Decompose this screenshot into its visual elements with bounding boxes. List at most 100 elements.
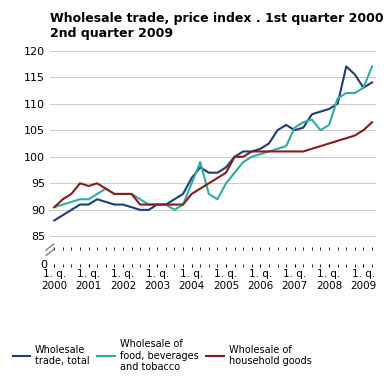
Wholesale of
household goods bbox=[86, 184, 91, 188]
Wholesale of
food, beverages
and tobacco bbox=[241, 160, 245, 164]
Wholesale of
food, beverages
and tobacco bbox=[155, 202, 160, 207]
Wholesale
trade, total bbox=[250, 149, 254, 154]
Wholesale of
household goods bbox=[103, 186, 108, 191]
Wholesale
trade, total bbox=[181, 192, 185, 196]
Wholesale
trade, total bbox=[361, 86, 366, 90]
Wholesale
trade, total bbox=[344, 64, 349, 69]
Wholesale of
food, beverages
and tobacco bbox=[327, 123, 331, 127]
Wholesale
trade, total bbox=[266, 141, 271, 146]
Wholesale
trade, total bbox=[310, 112, 314, 116]
Wholesale of
household goods bbox=[258, 149, 263, 154]
Wholesale of
household goods bbox=[172, 202, 177, 207]
Wholesale of
household goods bbox=[370, 120, 374, 124]
Line: Wholesale
trade, total: Wholesale trade, total bbox=[54, 66, 372, 221]
Wholesale of
household goods bbox=[146, 202, 151, 207]
Wholesale of
food, beverages
and tobacco bbox=[78, 197, 82, 201]
Wholesale
trade, total bbox=[370, 80, 374, 85]
Wholesale of
food, beverages
and tobacco bbox=[112, 192, 117, 196]
Wholesale of
food, beverages
and tobacco bbox=[103, 186, 108, 191]
Wholesale of
food, beverages
and tobacco bbox=[232, 170, 237, 175]
Wholesale of
household goods bbox=[241, 155, 245, 159]
Wholesale of
food, beverages
and tobacco bbox=[215, 197, 220, 201]
Wholesale of
household goods bbox=[215, 176, 220, 180]
Text: Wholesale trade, price index . 1st quarter 2000-
2nd quarter 2009: Wholesale trade, price index . 1st quart… bbox=[50, 12, 384, 40]
Wholesale of
food, beverages
and tobacco bbox=[61, 202, 65, 207]
Wholesale
trade, total bbox=[275, 128, 280, 132]
Wholesale of
food, beverages
and tobacco bbox=[146, 202, 151, 207]
Wholesale
trade, total bbox=[301, 125, 306, 130]
Wholesale of
household goods bbox=[207, 181, 211, 185]
Wholesale of
household goods bbox=[275, 149, 280, 154]
Wholesale of
food, beverages
and tobacco bbox=[164, 202, 168, 207]
Wholesale
trade, total bbox=[241, 149, 245, 154]
Wholesale
trade, total bbox=[155, 202, 160, 207]
Wholesale of
household goods bbox=[232, 155, 237, 159]
Wholesale
trade, total bbox=[258, 147, 263, 151]
Wholesale
trade, total bbox=[95, 197, 99, 201]
Wholesale
trade, total bbox=[52, 218, 56, 223]
Wholesale of
household goods bbox=[344, 136, 349, 141]
Wholesale
trade, total bbox=[353, 72, 357, 77]
Wholesale of
household goods bbox=[266, 149, 271, 154]
Wholesale
trade, total bbox=[146, 208, 151, 212]
Wholesale of
food, beverages
and tobacco bbox=[138, 197, 142, 201]
Wholesale of
food, beverages
and tobacco bbox=[344, 91, 349, 95]
Wholesale
trade, total bbox=[129, 205, 134, 210]
Wholesale
trade, total bbox=[327, 107, 331, 111]
Wholesale of
food, beverages
and tobacco bbox=[52, 205, 56, 210]
Wholesale of
household goods bbox=[52, 205, 56, 210]
Wholesale of
food, beverages
and tobacco bbox=[353, 91, 357, 95]
Wholesale of
food, beverages
and tobacco bbox=[266, 149, 271, 154]
Wholesale
trade, total bbox=[164, 202, 168, 207]
Wholesale of
food, beverages
and tobacco bbox=[292, 125, 297, 130]
Wholesale of
household goods bbox=[78, 181, 82, 185]
Wholesale of
household goods bbox=[189, 192, 194, 196]
Wholesale
trade, total bbox=[112, 202, 117, 207]
Wholesale
trade, total bbox=[138, 208, 142, 212]
Wholesale of
household goods bbox=[224, 170, 228, 175]
Wholesale
trade, total bbox=[172, 197, 177, 201]
Wholesale of
household goods bbox=[95, 181, 99, 185]
Wholesale
trade, total bbox=[207, 170, 211, 175]
Wholesale of
food, beverages
and tobacco bbox=[86, 197, 91, 201]
Wholesale
trade, total bbox=[78, 202, 82, 207]
Wholesale of
household goods bbox=[138, 202, 142, 207]
Wholesale of
food, beverages
and tobacco bbox=[181, 202, 185, 207]
Wholesale of
household goods bbox=[69, 192, 74, 196]
Wholesale of
food, beverages
and tobacco bbox=[361, 86, 366, 90]
Wholesale of
household goods bbox=[112, 192, 117, 196]
Wholesale
trade, total bbox=[215, 170, 220, 175]
Wholesale of
food, beverages
and tobacco bbox=[301, 120, 306, 124]
Wholesale of
household goods bbox=[198, 186, 202, 191]
Wholesale of
food, beverages
and tobacco bbox=[318, 128, 323, 132]
Wholesale of
food, beverages
and tobacco bbox=[258, 152, 263, 156]
Wholesale of
household goods bbox=[301, 149, 306, 154]
Wholesale
trade, total bbox=[232, 155, 237, 159]
Wholesale of
household goods bbox=[353, 133, 357, 138]
Wholesale
trade, total bbox=[224, 165, 228, 170]
Wholesale of
household goods bbox=[250, 149, 254, 154]
Wholesale
trade, total bbox=[292, 128, 297, 132]
Wholesale of
food, beverages
and tobacco bbox=[189, 181, 194, 185]
Wholesale of
household goods bbox=[292, 149, 297, 154]
Wholesale of
household goods bbox=[310, 147, 314, 151]
Wholesale of
food, beverages
and tobacco bbox=[198, 160, 202, 164]
Wholesale of
food, beverages
and tobacco bbox=[310, 117, 314, 122]
Wholesale of
food, beverages
and tobacco bbox=[121, 192, 125, 196]
Wholesale of
food, beverages
and tobacco bbox=[250, 155, 254, 159]
Wholesale of
household goods bbox=[129, 192, 134, 196]
Wholesale of
household goods bbox=[155, 202, 160, 207]
Wholesale
trade, total bbox=[284, 123, 288, 127]
Wholesale of
food, beverages
and tobacco bbox=[69, 200, 74, 204]
Line: Wholesale of
food, beverages
and tobacco: Wholesale of food, beverages and tobacco bbox=[54, 66, 372, 210]
Wholesale
trade, total bbox=[318, 109, 323, 114]
Wholesale of
household goods bbox=[121, 192, 125, 196]
Wholesale of
food, beverages
and tobacco bbox=[370, 64, 374, 69]
Wholesale of
food, beverages
and tobacco bbox=[172, 208, 177, 212]
Wholesale of
food, beverages
and tobacco bbox=[284, 144, 288, 149]
Wholesale
trade, total bbox=[189, 176, 194, 180]
Wholesale of
food, beverages
and tobacco bbox=[224, 181, 228, 185]
Wholesale of
household goods bbox=[284, 149, 288, 154]
Wholesale of
household goods bbox=[327, 141, 331, 146]
Wholesale of
household goods bbox=[181, 202, 185, 207]
